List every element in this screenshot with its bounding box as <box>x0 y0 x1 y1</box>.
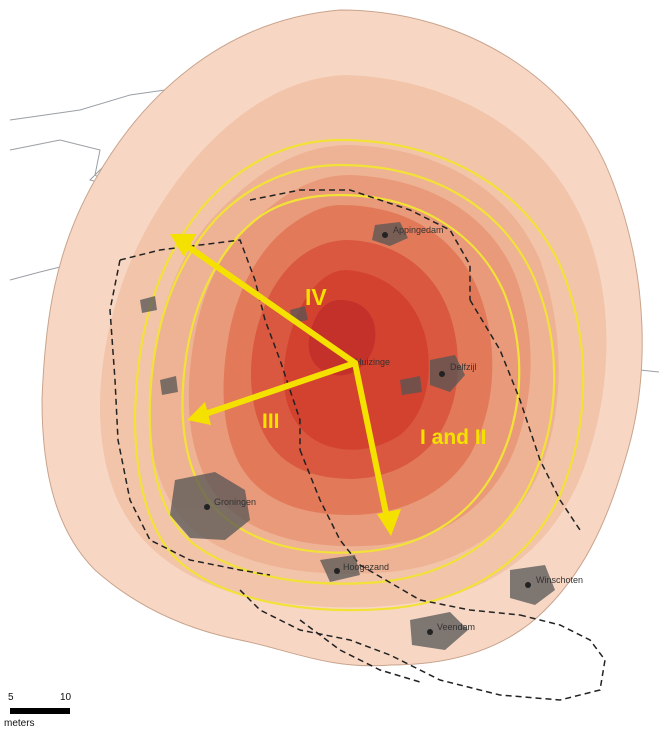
town-marker <box>382 232 388 238</box>
place-labels: Appingedam Delfzijl Huizinge Groningen H… <box>214 225 583 632</box>
settlement-hoogezand <box>320 555 360 582</box>
scale-tick-10: 10 <box>60 692 72 703</box>
settlement-village-1 <box>400 376 422 395</box>
settlements <box>140 222 555 650</box>
zone-outer-edge <box>41 9 643 667</box>
settlement-village-3 <box>160 376 178 395</box>
contour-middle <box>148 163 556 585</box>
settlement-delfzijl <box>430 355 465 392</box>
intensity-zones <box>41 9 643 667</box>
town-marker <box>427 629 433 635</box>
zone-epicenter <box>308 300 376 376</box>
direction-arrow-i-ii-icon <box>377 509 401 536</box>
direction-arrow-iii-icon <box>187 402 211 425</box>
scale-unit: meters <box>4 718 35 729</box>
zone-label-iv: IV <box>305 284 327 310</box>
settlement-groningen <box>170 472 250 540</box>
zone-label-iii: III <box>262 410 280 433</box>
arrow-iv-shaft <box>187 245 358 366</box>
direction-arrows <box>170 234 401 536</box>
scale-bar-icon <box>10 708 70 714</box>
settlement-veendam <box>410 612 468 650</box>
place-label-delfzijl: Delfzijl <box>450 362 477 372</box>
place-label-groningen: Groningen <box>214 497 256 507</box>
town-marker <box>334 568 340 574</box>
town-marker <box>525 582 531 588</box>
direction-arrow-iv-icon <box>170 234 196 257</box>
place-label-appingedam: Appingedam <box>393 225 444 235</box>
settlement-appingedam <box>372 222 408 246</box>
zone-label-i-ii: I and II <box>420 426 487 449</box>
arrow-i-ii-shaft <box>352 360 390 521</box>
town-marker <box>439 371 445 377</box>
place-label-hoogezand: Hoogezand <box>343 562 389 572</box>
settlement-winschoten <box>510 565 555 605</box>
contour-outer <box>133 138 585 612</box>
municipal-boundaries <box>109 189 606 701</box>
place-label-huizinge: Huizinge <box>355 357 390 367</box>
contour-inner <box>181 193 521 554</box>
scale-bar: 5 10 meters <box>4 692 72 729</box>
place-label-winschoten: Winschoten <box>536 575 583 585</box>
settlement-village-4 <box>140 296 157 313</box>
yellow-contours <box>133 138 585 612</box>
scale-tick-5: 5 <box>8 692 14 703</box>
town-marker <box>204 504 210 510</box>
place-label-veendam: Veendam <box>437 622 475 632</box>
arrow-iii-shaft <box>202 360 358 417</box>
